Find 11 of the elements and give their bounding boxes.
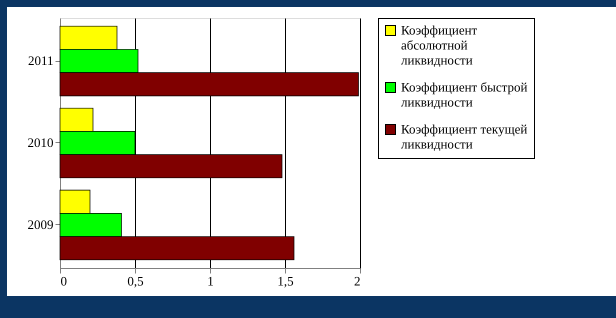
- y-tick-label: 2009: [28, 216, 54, 232]
- legend-label: Коэффициент текущей ликвидности: [401, 122, 528, 152]
- y-tick-label: 2010: [28, 135, 54, 150]
- x-tick-label: 0,5: [127, 274, 144, 288]
- legend-label: Коэффициент быстрой ликвидности: [401, 80, 528, 110]
- y-tick-label: 2011: [28, 53, 54, 68]
- legend-label: Коэффициент абсолютной ликвидности: [401, 22, 478, 68]
- x-tick-label: 0: [60, 274, 67, 288]
- x-tick-label: 1: [207, 274, 214, 288]
- x-tick-label: 1,5: [277, 274, 294, 288]
- x-tick-label: 2: [354, 274, 360, 288]
